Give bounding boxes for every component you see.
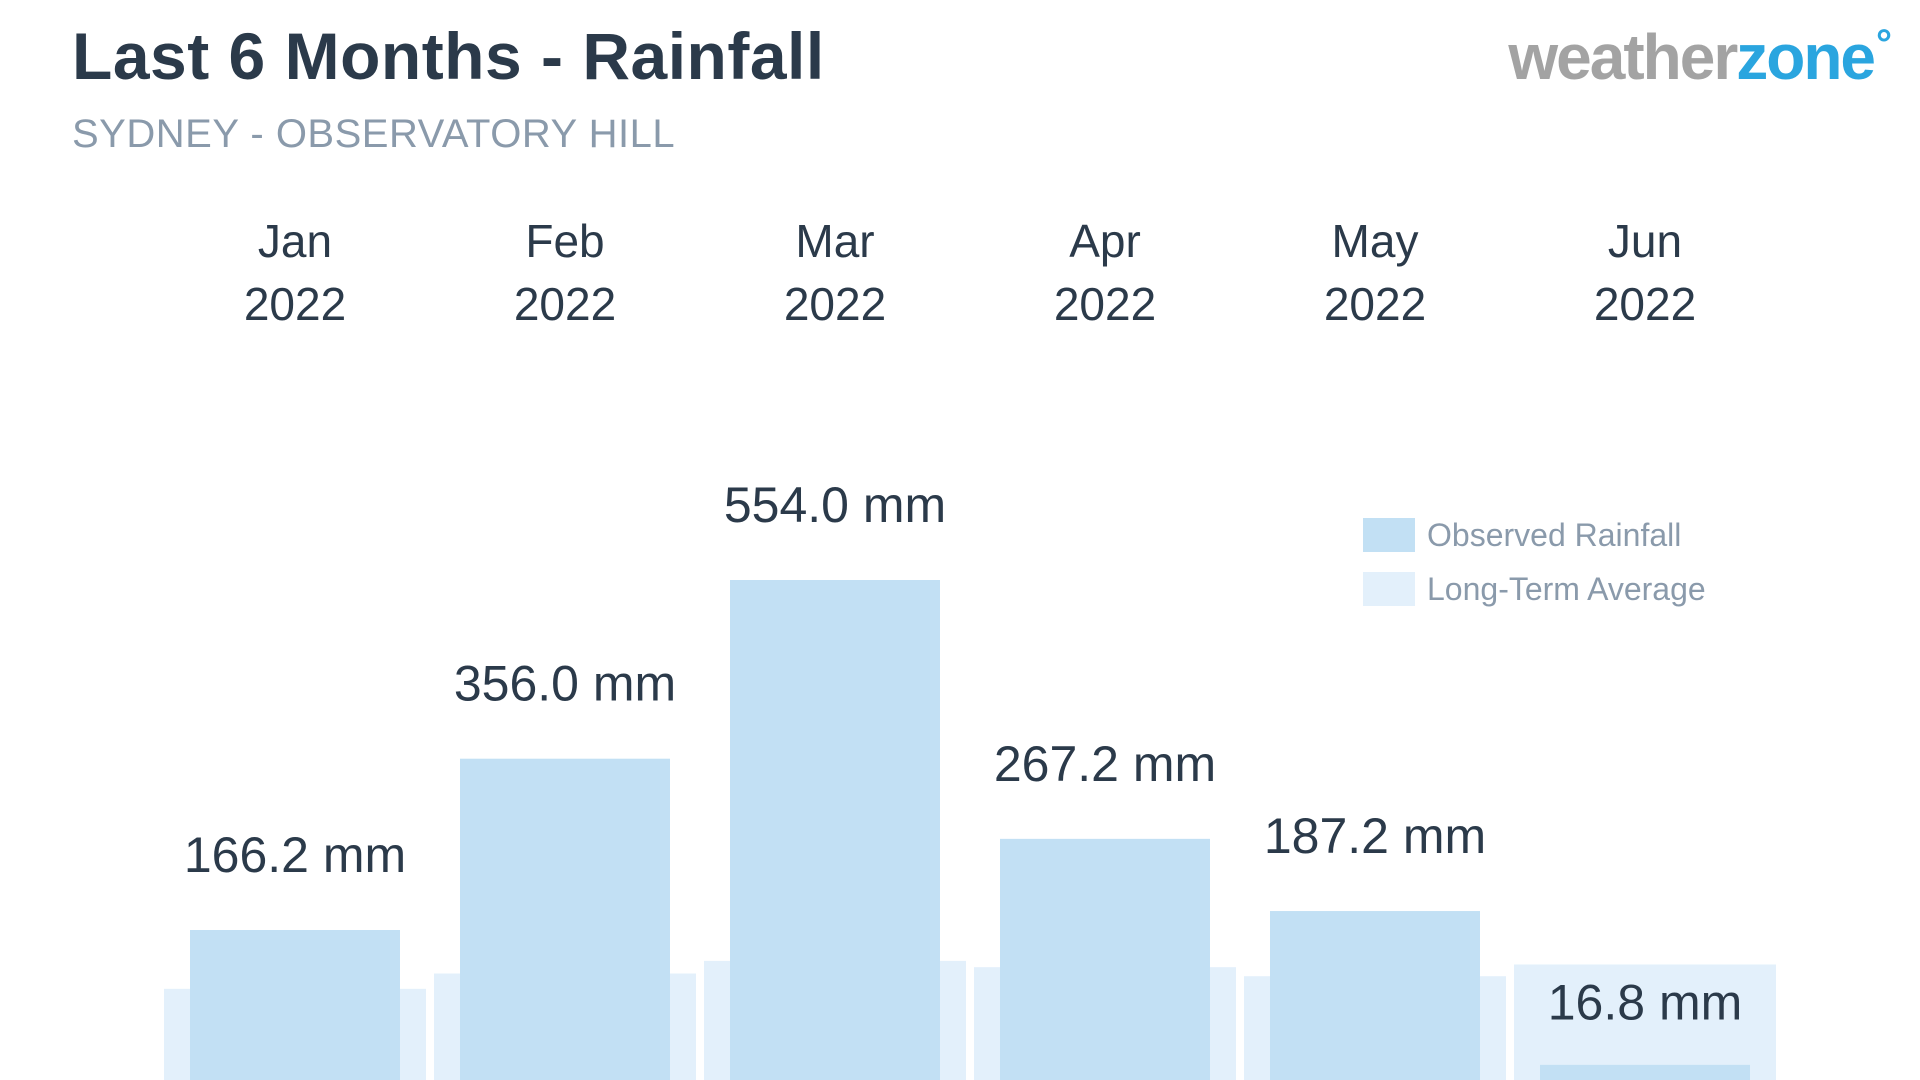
observed-bars-group [190, 580, 1750, 1080]
logo-text-weather: weather [1508, 21, 1738, 93]
month-label-mar: Mar [795, 215, 874, 267]
year-label-may: 2022 [1324, 278, 1426, 330]
year-label-jun: 2022 [1594, 278, 1696, 330]
month-label-jan: Jan [258, 215, 332, 267]
value-label-feb: 356.0 mm [454, 656, 676, 712]
year-label-jan: 2022 [244, 278, 346, 330]
year-label-feb: 2022 [514, 278, 616, 330]
observed-bar-jan [190, 930, 400, 1080]
average-bar-jun [1514, 964, 1776, 1080]
legend-label-observed: Observed Rainfall [1427, 517, 1681, 553]
observed-bar-feb [460, 758, 670, 1080]
month-label-apr: Apr [1069, 215, 1141, 267]
year-label-apr: 2022 [1054, 278, 1156, 330]
logo-text-zone: zone [1736, 21, 1876, 93]
observed-bar-mar [730, 580, 940, 1080]
logo-degree-icon: ° [1876, 21, 1892, 66]
value-labels-group: 166.2 mm 356.0 mm 554.0 mm 267.2 mm 187.2 mm… [184, 477, 1742, 1030]
month-label-feb: Feb [525, 215, 604, 267]
value-label-jun: 16.8 mm [1548, 974, 1743, 1030]
average-bars-group [164, 960, 1776, 1080]
month-label-jun: Jun [1608, 215, 1682, 267]
legend-swatch-average [1363, 572, 1415, 606]
year-label-mar: 2022 [784, 278, 886, 330]
legend: Observed Rainfall Long-Term Average [1363, 517, 1706, 607]
observed-bar-jun [1540, 1064, 1750, 1080]
value-label-may: 187.2 mm [1264, 808, 1486, 864]
legend-swatch-observed [1363, 518, 1415, 552]
legend-label-average: Long-Term Average [1427, 571, 1706, 607]
observed-bar-may [1270, 911, 1480, 1080]
month-label-may: May [1332, 215, 1419, 267]
page-title: Last 6 Months - Rainfall [72, 19, 825, 93]
observed-bar-apr [1000, 838, 1210, 1080]
value-label-apr: 267.2 mm [994, 736, 1216, 792]
value-label-mar: 554.0 mm [724, 477, 946, 533]
month-labels-group: Jan 2022 Feb 2022 Mar 2022 Apr 2022 May 2022 Jun 20… [244, 215, 1696, 330]
value-label-jan: 166.2 mm [184, 827, 406, 883]
weatherzone-logo: weatherzone° [1508, 20, 1892, 94]
page-subtitle: SYDNEY - OBSERVATORY HILL [72, 112, 676, 156]
